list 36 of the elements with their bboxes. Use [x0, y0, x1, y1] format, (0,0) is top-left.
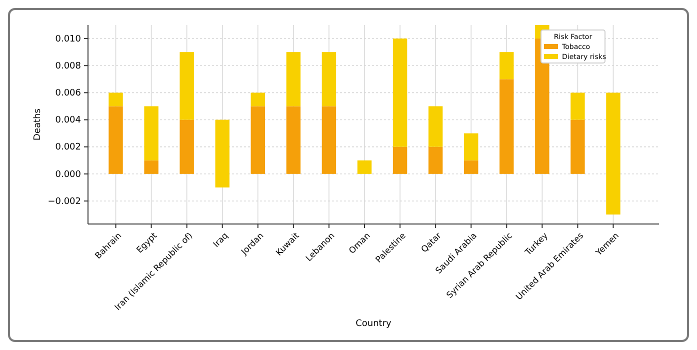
- bar: [286, 106, 301, 174]
- y-axis-title: Deaths: [33, 108, 43, 140]
- y-tick-label: 0.008: [55, 61, 82, 72]
- bar: [428, 146, 443, 174]
- bar: [500, 79, 514, 174]
- y-tick-label: 0.004: [55, 116, 82, 126]
- bar: [428, 106, 443, 147]
- y-tick-label: 0.002: [55, 142, 81, 153]
- bar: [250, 92, 266, 106]
- bar: [144, 106, 158, 160]
- y-tick-label: −0.002: [48, 196, 81, 207]
- bar: [464, 160, 478, 174]
- y-tick-label: 0.010: [55, 34, 82, 44]
- bar: [322, 106, 336, 174]
- bar: [464, 133, 478, 160]
- bar: [108, 106, 123, 174]
- bar: [570, 92, 585, 120]
- bar: [286, 52, 301, 106]
- bar: [144, 160, 158, 174]
- bar: [606, 92, 620, 215]
- x-tick-label: Iraq: [212, 231, 230, 250]
- bar: [357, 160, 372, 174]
- x-axis-title: Country: [356, 319, 392, 329]
- bar: [108, 92, 123, 106]
- bar: [392, 146, 408, 174]
- bar: [570, 120, 585, 174]
- bar: [392, 38, 408, 147]
- bar: [500, 52, 514, 80]
- bar: [322, 52, 336, 106]
- bar: [180, 52, 194, 120]
- bar: [250, 106, 266, 174]
- bar: [535, 38, 550, 174]
- y-tick-label: 0.000: [55, 170, 82, 180]
- y-tick-label: 0.006: [55, 88, 82, 99]
- bar: [180, 120, 194, 174]
- bar: [215, 120, 230, 188]
